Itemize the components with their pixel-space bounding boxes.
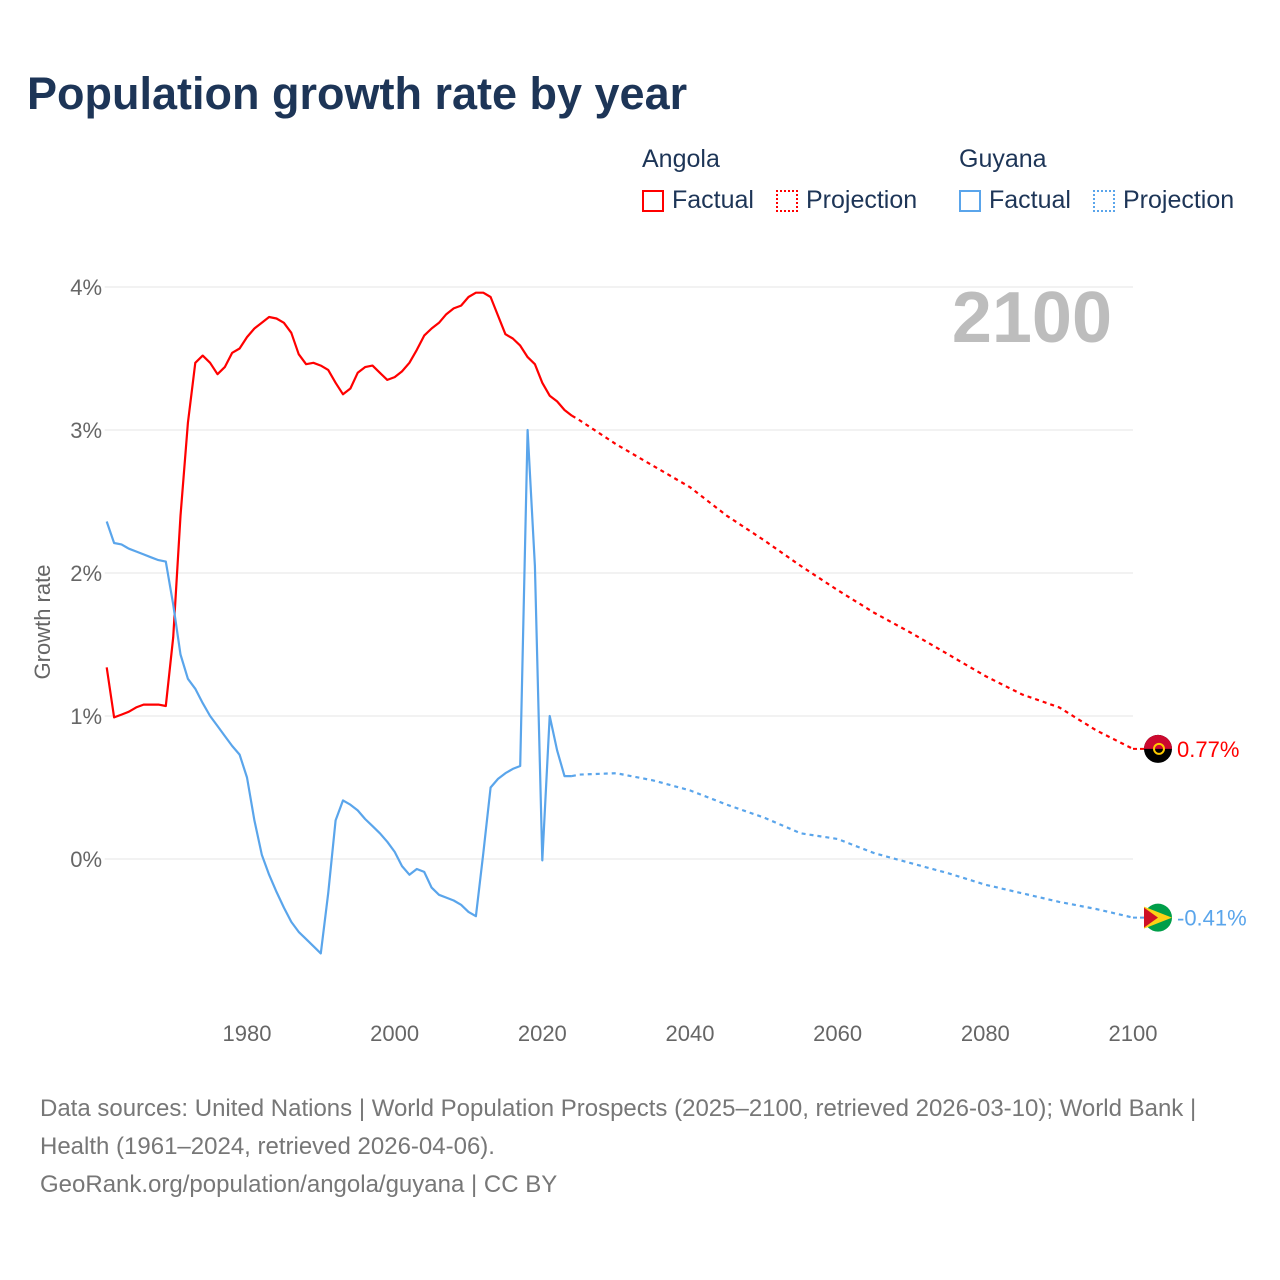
line-chart: 0% 1% 2% 3% 4% 1980 2000 2020 2040 2060 2080 2100 Gr… xyxy=(30,275,1247,1046)
legend-angola-projection[interactable]: Projection xyxy=(776,186,917,215)
legend-label: Factual xyxy=(989,186,1071,214)
legend-group-guyana: Guyana xyxy=(959,145,1047,173)
y-tick-label: 1% xyxy=(70,704,102,729)
y-axis-label: Growth rate xyxy=(30,565,55,680)
footer: Data sources: United Nations | World Pop… xyxy=(40,1090,1240,1204)
y-tick-label: 4% xyxy=(70,275,102,300)
x-tick-label: 2040 xyxy=(666,1021,715,1046)
x-tick-label: 2100 xyxy=(1109,1021,1158,1046)
legend-swatch-dotted xyxy=(1093,189,1115,212)
source-link[interactable]: GeoRank.org/population/angola/guyana | C… xyxy=(40,1171,558,1198)
y-tick-label: 3% xyxy=(70,418,102,443)
legend-swatch-solid xyxy=(642,189,664,212)
guyana-flag-triangle xyxy=(1144,907,1158,928)
x-tick-label: 2000 xyxy=(370,1021,419,1046)
current-year-label: 2100 xyxy=(952,278,1112,358)
angola-factual-line xyxy=(105,291,573,719)
guyana-projection-line xyxy=(571,772,1134,919)
data-sources: Data sources: United Nations | World Pop… xyxy=(40,1095,1197,1160)
x-tick-label: 1980 xyxy=(223,1021,272,1046)
angola-flag-red xyxy=(1144,734,1172,749)
legend-swatch-dotted xyxy=(776,189,798,212)
x-tick-label: 2080 xyxy=(961,1021,1010,1046)
guyana-factual-line xyxy=(105,428,572,955)
y-tick-label: 0% xyxy=(70,847,102,872)
legend-label: Projection xyxy=(1123,186,1235,214)
legend-guyana-projection[interactable]: Projection xyxy=(1093,186,1234,215)
page-title: Population growth rate by year xyxy=(27,68,688,119)
angola-flag-emblem xyxy=(1153,742,1165,755)
legend-angola-factual[interactable]: Factual xyxy=(642,186,754,215)
legend-label: Projection xyxy=(806,186,918,214)
legend-guyana-factual[interactable]: Factual xyxy=(959,186,1071,215)
angola-projection-line xyxy=(571,414,1134,750)
legend-group-angola: Angola xyxy=(642,145,720,173)
legend-label: Factual xyxy=(672,186,754,214)
angola-end-value-label: 0.77% xyxy=(1177,737,1239,762)
x-tick-label: 2020 xyxy=(518,1021,567,1046)
x-tick-label: 2060 xyxy=(813,1021,862,1046)
guyana-end-value-label: -0.41% xyxy=(1177,906,1247,931)
legend-swatch-solid xyxy=(959,189,981,212)
y-tick-label: 2% xyxy=(70,561,102,586)
